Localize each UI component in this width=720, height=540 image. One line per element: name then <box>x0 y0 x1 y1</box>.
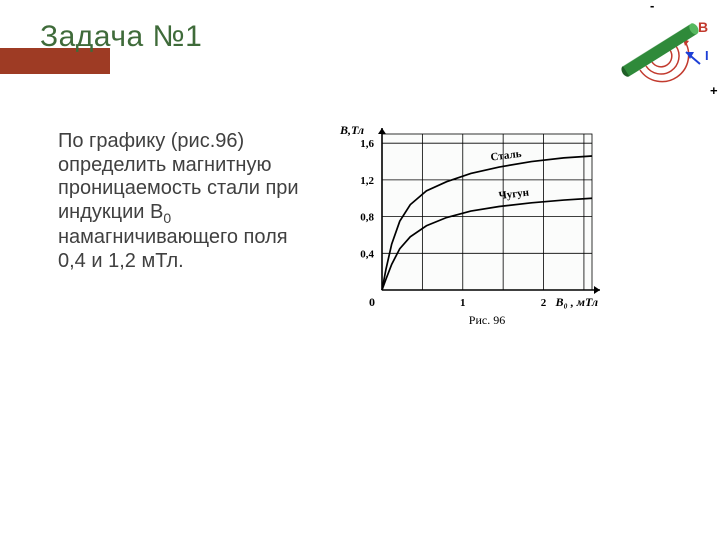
title-block: Задача №1 <box>40 20 202 54</box>
problem-text-sub: 0 <box>163 210 171 226</box>
problem-text-part2: намагничивающего поля 0,4 и 1,2 мТл. <box>58 226 288 272</box>
decor-plus: + <box>710 83 718 98</box>
svg-text:1: 1 <box>460 297 466 309</box>
svg-text:B₀ , мТл: B₀ , мТл <box>555 295 598 309</box>
svg-text:0: 0 <box>369 295 375 309</box>
svg-text:0,4: 0,4 <box>360 248 374 260</box>
svg-text:B,Тл: B,Тл <box>339 123 364 137</box>
corner-decor: - + B I <box>590 0 720 100</box>
decor-minus: - <box>650 0 654 13</box>
decor-I: I <box>705 48 709 63</box>
decor-B: B <box>698 19 708 35</box>
page-title: Задача №1 <box>40 20 202 54</box>
problem-text-part1: По графику (рис.96) определить магнитную… <box>58 130 299 223</box>
svg-text:1,2: 1,2 <box>360 175 374 187</box>
magnetization-chart: 0,40,81,21,6120B,ТлB₀ , мТлСтальЧугунРис… <box>330 120 610 330</box>
svg-text:0,8: 0,8 <box>360 212 374 224</box>
problem-text: По графику (рис.96) определить магнитную… <box>58 130 313 273</box>
svg-text:Рис. 96: Рис. 96 <box>469 313 505 327</box>
magnet-icon: - + B I <box>590 0 720 100</box>
svg-text:2: 2 <box>541 297 547 309</box>
svg-text:1,6: 1,6 <box>360 138 374 150</box>
